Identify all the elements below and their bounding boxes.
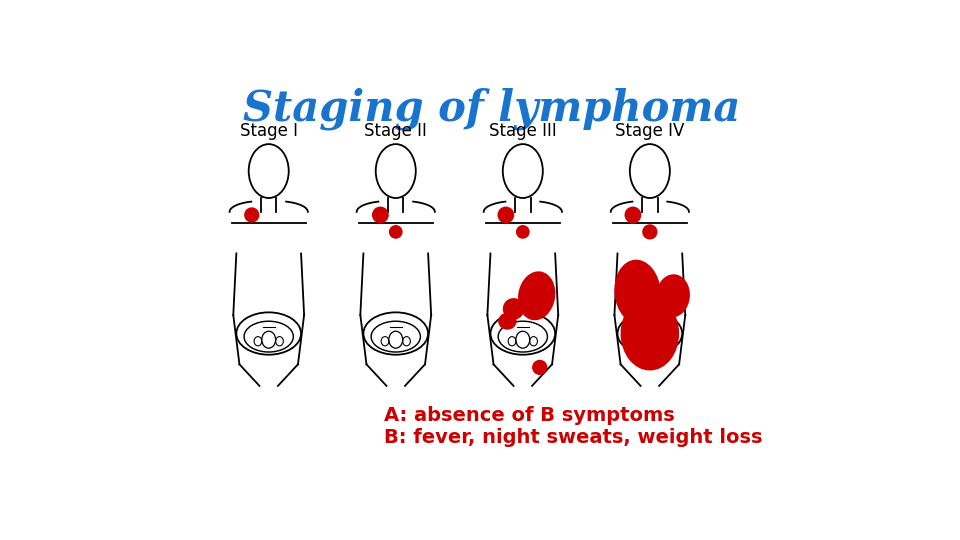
Circle shape [390, 226, 402, 238]
Text: A: absence of B symptoms: A: absence of B symptoms [384, 406, 675, 425]
Circle shape [643, 225, 657, 239]
Circle shape [516, 226, 529, 238]
Text: Stage IV: Stage IV [615, 122, 684, 140]
Circle shape [372, 207, 388, 222]
Circle shape [245, 208, 258, 222]
Ellipse shape [620, 296, 679, 370]
Text: B: fever, night sweats, weight loss: B: fever, night sweats, weight loss [384, 428, 762, 447]
Text: Staging of lymphoma: Staging of lymphoma [243, 88, 741, 130]
Ellipse shape [518, 271, 555, 320]
Text: Stage II: Stage II [364, 122, 427, 140]
Circle shape [533, 361, 546, 374]
Ellipse shape [656, 274, 690, 318]
Ellipse shape [498, 313, 516, 330]
Circle shape [498, 207, 514, 222]
Text: Stage I: Stage I [240, 122, 298, 140]
Circle shape [625, 207, 640, 222]
Ellipse shape [614, 260, 660, 324]
Text: Stage III: Stage III [489, 122, 557, 140]
Ellipse shape [503, 298, 524, 320]
